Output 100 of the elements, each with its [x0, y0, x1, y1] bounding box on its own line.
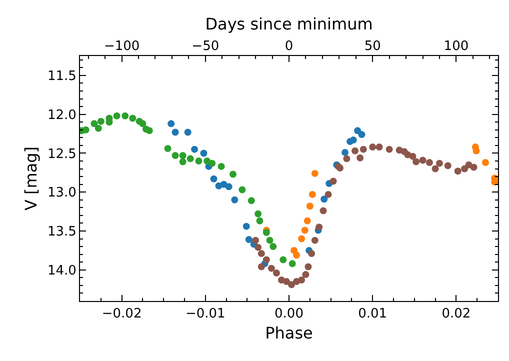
y-tick-label: 11.5 — [47, 68, 76, 84]
point — [419, 156, 426, 164]
point — [360, 146, 367, 153]
point — [308, 250, 316, 258]
point — [139, 120, 146, 128]
x2-axis-title: Days since minimum — [205, 14, 373, 34]
point — [282, 278, 290, 286]
point — [238, 186, 246, 194]
point — [482, 159, 489, 166]
point — [172, 128, 179, 136]
point — [324, 190, 332, 198]
point — [352, 147, 359, 154]
point — [225, 183, 232, 190]
point — [179, 152, 186, 160]
y-tick-label: 12.0 — [47, 108, 76, 123]
point — [304, 217, 311, 224]
point — [256, 217, 264, 224]
point — [311, 170, 318, 177]
point — [330, 178, 337, 185]
point — [320, 196, 328, 203]
point — [113, 112, 120, 120]
x-tick-label: 0.00 — [274, 306, 304, 322]
point — [262, 256, 270, 264]
point — [97, 118, 104, 125]
point — [280, 256, 287, 264]
point — [168, 120, 175, 128]
point — [200, 150, 208, 157]
x-tick-label: 0.02 — [442, 306, 471, 322]
point — [454, 168, 462, 175]
x2-tick-label: −50 — [192, 38, 220, 54]
y-axis-title: V [mag] — [21, 146, 40, 211]
point — [350, 136, 357, 144]
point — [146, 127, 153, 134]
point — [432, 165, 439, 172]
point — [436, 160, 443, 167]
point — [186, 155, 194, 162]
point — [298, 276, 306, 284]
point — [369, 144, 376, 150]
point — [412, 158, 420, 166]
y-tick-label: 13.5 — [47, 224, 76, 240]
point — [342, 148, 349, 156]
point — [129, 114, 136, 122]
y-tick-label: 13.0 — [47, 186, 76, 201]
point — [266, 236, 274, 244]
x2-tick-label: 50 — [364, 38, 381, 54]
point — [304, 263, 312, 270]
point — [293, 252, 300, 259]
x-axis-title: Phase — [265, 323, 313, 342]
point — [376, 144, 383, 150]
point — [288, 260, 296, 268]
point — [306, 202, 314, 210]
point — [172, 152, 179, 160]
point — [229, 170, 236, 178]
point — [302, 271, 310, 278]
point — [218, 162, 225, 170]
x-tick-label: −0.01 — [185, 306, 226, 322]
point — [426, 159, 433, 166]
point — [179, 158, 186, 166]
point — [90, 120, 98, 128]
x2-tick-label: 0 — [284, 38, 294, 54]
point — [301, 226, 308, 234]
point — [242, 222, 250, 230]
point — [184, 128, 192, 136]
point — [316, 224, 323, 231]
y-tick-label: 14.0 — [47, 263, 76, 278]
y-tick-label: 12.5 — [47, 146, 76, 162]
point — [262, 229, 270, 236]
point — [320, 207, 327, 214]
point — [358, 131, 366, 138]
point — [258, 250, 265, 258]
x2-tick-label: −100 — [104, 38, 140, 54]
point — [106, 118, 113, 126]
point — [94, 124, 102, 132]
point — [409, 152, 416, 160]
point — [254, 210, 262, 218]
point — [231, 196, 238, 204]
point — [444, 162, 452, 170]
point — [204, 158, 211, 164]
point — [343, 155, 350, 162]
point — [122, 112, 129, 120]
point — [248, 197, 255, 204]
point — [356, 154, 364, 162]
point — [288, 281, 296, 288]
point — [272, 270, 280, 276]
point — [268, 264, 275, 272]
point — [252, 236, 260, 244]
point — [208, 160, 216, 167]
point — [258, 263, 265, 270]
point — [82, 126, 90, 134]
point — [461, 165, 468, 172]
point — [270, 243, 277, 250]
point — [472, 147, 480, 154]
point — [311, 236, 318, 244]
point — [210, 175, 218, 182]
x-tick-label: −0.02 — [102, 306, 142, 322]
point — [164, 145, 172, 152]
point — [354, 127, 362, 134]
point — [386, 146, 393, 153]
point — [254, 244, 262, 251]
point — [195, 158, 202, 164]
